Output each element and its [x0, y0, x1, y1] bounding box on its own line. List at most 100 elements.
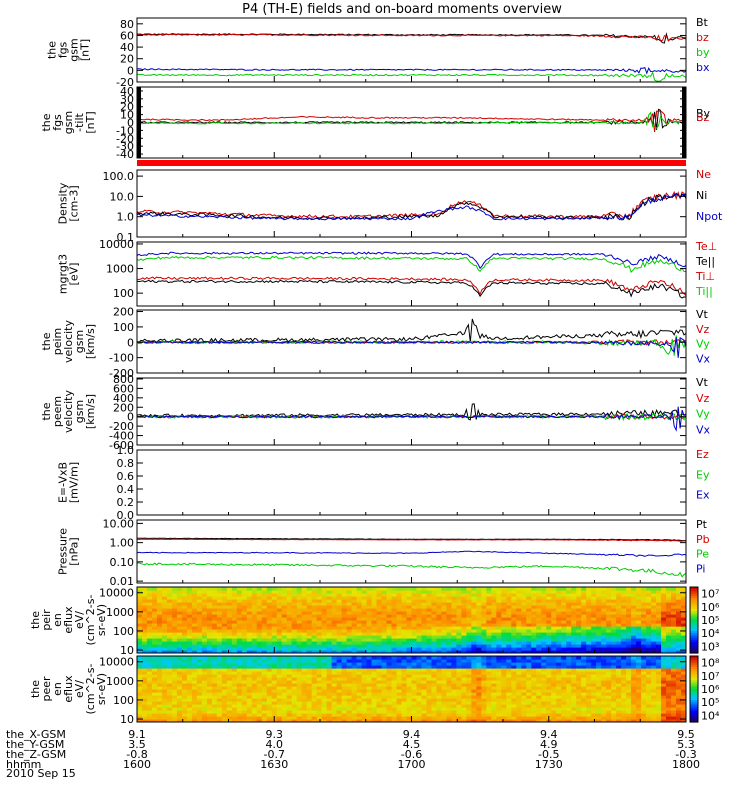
peer-spectrogram-cell — [221, 680, 228, 684]
peir-spectrogram-cell — [166, 590, 173, 594]
peir-spectrogram-cell — [236, 626, 243, 630]
ylabel-line: [cm-3] — [68, 185, 81, 221]
peer-spectrogram-cell — [561, 662, 567, 666]
peir-spectrogram-cell — [401, 626, 408, 630]
peer-spectrogram-cell — [471, 671, 477, 675]
peer-spectrogram-cell — [236, 698, 243, 702]
peir-spectrogram-cell — [501, 632, 507, 636]
peer-spectrogram-cell — [601, 668, 607, 672]
peir-spectrogram-cell — [446, 650, 453, 653]
peir-spectrogram-cell — [281, 629, 288, 633]
peir-spectrogram-cell — [221, 590, 228, 594]
peer-spectrogram-cell — [386, 698, 393, 702]
legend-entry: Vy — [696, 408, 710, 421]
peer-spectrogram-cell — [526, 683, 532, 687]
peer-spectrogram-cell — [296, 713, 303, 717]
peer-spectrogram-cell — [366, 662, 373, 666]
peer-spectrogram-cell — [176, 677, 183, 681]
peer-spectrogram-cell — [421, 671, 428, 675]
peir-spectrogram-cell — [361, 641, 368, 645]
peir-spectrogram-cell — [611, 605, 617, 609]
peir-spectrogram-cell — [241, 599, 248, 603]
peir-spectrogram-cell — [341, 614, 348, 618]
peer-spectrogram-cell — [511, 716, 517, 720]
peir-spectrogram-cell — [426, 635, 433, 639]
peir-spectrogram-cell — [631, 629, 637, 633]
peir-spectrogram-cell — [521, 623, 527, 627]
peer-spectrogram-cell — [181, 665, 188, 669]
peir-spectrogram-cell — [656, 599, 662, 603]
peir-spectrogram-cell — [311, 611, 318, 615]
peer-spectrogram-cell — [301, 659, 308, 663]
peir-spectrogram-cell — [201, 587, 208, 591]
peer-spectrogram-cell — [316, 719, 323, 722]
peir-spectrogram-cell — [166, 629, 173, 633]
peir-spectrogram-cell — [331, 620, 338, 624]
peer-spectrogram-cell — [521, 713, 527, 717]
peer-spectrogram-cell — [166, 674, 173, 678]
peir-spectrogram-cell — [191, 629, 198, 633]
peer-spectrogram-cell — [636, 677, 642, 681]
peir-spectrogram-cell — [241, 620, 248, 624]
peir-spectrogram-cell — [536, 632, 542, 636]
peir-spectrogram-cell — [436, 641, 443, 645]
peer-spectrogram-cell — [451, 719, 458, 722]
peir-spectrogram-cell — [411, 641, 418, 645]
peer-spectrogram-cell — [416, 689, 423, 693]
peir-spectrogram-cell — [496, 608, 502, 612]
peer-spectrogram-cell — [271, 713, 278, 717]
peir-spectrogram-cell — [596, 635, 602, 639]
peir-spectrogram-cell — [536, 602, 542, 606]
peer-spectrogram-cell — [501, 677, 507, 681]
peir-spectrogram-cell — [376, 593, 383, 597]
peir-spectrogram-cell — [341, 647, 348, 651]
peir-spectrogram-cell — [416, 644, 423, 648]
peer-spectrogram-cell — [416, 719, 423, 722]
peer-spectrogram-cell — [546, 707, 552, 711]
peir-spectrogram-cell — [611, 593, 617, 597]
peer-spectrogram-cell — [406, 680, 413, 684]
peir-spectrogram-cell — [496, 629, 502, 633]
peer-spectrogram-cell — [241, 707, 248, 711]
peir-spectrogram-cell — [276, 605, 283, 609]
peer-spectrogram-cell — [341, 683, 348, 687]
peer-spectrogram-cell — [546, 704, 552, 708]
peer-spectrogram-cell — [406, 665, 413, 669]
peer-spectrogram-cell — [441, 707, 448, 711]
peir-spectrogram-cell — [151, 596, 158, 600]
peir-spectrogram-cell — [411, 644, 418, 648]
peer-spectrogram-cell — [341, 677, 348, 681]
peir-spectrogram-cell — [271, 632, 278, 636]
peir-spectrogram-cell — [581, 608, 587, 612]
pressure-yaxis: 10.001.000.100.01 — [103, 517, 686, 588]
peir-spectrogram-cell — [451, 620, 458, 624]
peer-spectrogram-cell — [401, 701, 408, 705]
peir-spectrogram-cell — [146, 596, 153, 600]
peir-spectrogram-cell — [571, 647, 577, 651]
peir-spectrogram-cell — [396, 632, 403, 636]
peir-spectrogram-cell — [341, 632, 348, 636]
peir-spectrogram-cell — [311, 647, 318, 651]
peer-spectrogram-cell — [576, 683, 582, 687]
peir-spectrogram-cell — [361, 611, 368, 615]
peer-spectrogram-cell — [226, 668, 233, 672]
peer-spectrogram-cell — [466, 701, 472, 705]
peir-spectrogram-cell — [281, 650, 288, 653]
peir-spectrogram-cell — [166, 650, 173, 653]
peir-spectrogram-cell — [551, 644, 557, 648]
peer-spectrogram-cell — [281, 695, 288, 699]
peir-spectrogram-cell — [211, 620, 218, 624]
peir-spectrogram-cell — [641, 596, 647, 600]
peer-spectrogram-cell — [376, 716, 383, 720]
peer-spectrogram-cell — [551, 695, 557, 699]
peir-spectrogram-cell — [326, 632, 333, 636]
peer-spectrogram-cell — [296, 659, 303, 663]
peir-spectrogram-cell — [481, 626, 487, 630]
peer-spectrogram-cell — [471, 674, 477, 678]
ytick-label: 0 — [127, 117, 134, 130]
legend-entry: Ex — [696, 489, 710, 502]
peer-spectrogram-cell — [551, 671, 557, 675]
peer-spectrogram-cell — [436, 689, 443, 693]
peir-spectrogram-cell — [611, 596, 617, 600]
peer-spectrogram-cell — [286, 683, 293, 687]
